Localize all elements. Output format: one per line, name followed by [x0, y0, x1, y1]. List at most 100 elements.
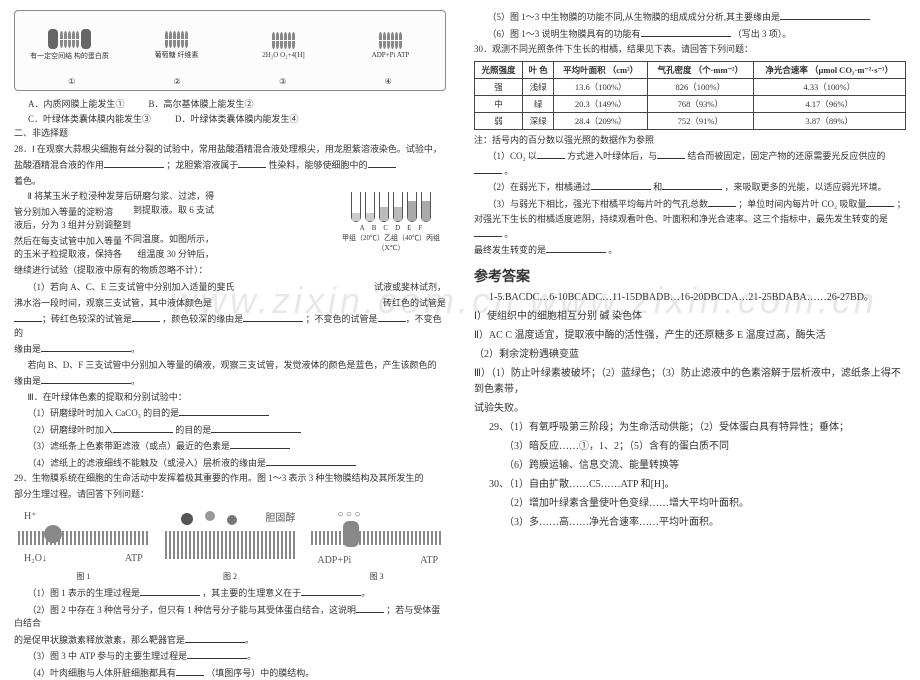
- td: 绿: [522, 95, 553, 112]
- td: 深绿: [522, 112, 553, 129]
- opt-b: B．高尔基体膜上能发生②: [149, 97, 254, 110]
- ans-30-2: （2）增加叶绿素含量使叶色变绿……增大平均叶面积。: [474, 496, 906, 512]
- q30-4c: 最终发生转变的是 。: [474, 243, 906, 258]
- q30-4: 对强光下生长的柑橘适度遮阴，持续观看叶色、叶面积和净光合速率。这三个指标中，最先…: [474, 213, 906, 241]
- right-column: （5）图 1～3 中生物膜的功能不同,从生物膜的组成成分分析,其主要缘由是 （6…: [460, 0, 920, 651]
- mem-label-1: 有一定空间结 构的蛋白质: [30, 51, 109, 61]
- data-table: 光照强度 叶 色 平均叶面积 （cm²） 气孔密度 （个·mm⁻²） 净光合速率…: [474, 61, 906, 130]
- figure-2: 胆固醇 图 2: [161, 505, 300, 582]
- num-1: ①: [68, 77, 75, 86]
- ans-III2: 试验失败。: [474, 401, 906, 417]
- left-column: 有一定空间结 构的蛋白质 葡萄糖 纤维素 2H₂O O₂+4[H]: [0, 0, 460, 651]
- q28-III-4: （4）滤纸上的滤液细线不能触及（或浸入）层析液的缘由是: [14, 456, 446, 471]
- q28-1c: ；砖红色较深的试管是 ，颜色较深的缘由是 ；不变色的试管是，不变色的: [14, 312, 446, 340]
- q28-III-3: （3）滤纸条上色素带距滤液（或点）最近的色素是: [14, 439, 446, 454]
- table-row: 强 浅绿 13.6（100%） 826（100%） 4.33（100%）: [475, 78, 906, 95]
- td: 强: [475, 78, 523, 95]
- q29-head2: 部分生理过程。请回答下列问题：: [14, 488, 446, 502]
- td: 768（93%）: [648, 95, 754, 112]
- ans-29: 29、（1）有氧呼吸第三阶段；为生命活动供能；（2）受体蛋白具有特异性；垂体；: [474, 420, 906, 436]
- q30-1: （1）CO₂ 以 方式进入叶绿体后，与 结合而被固定，固定产物的还原需要光反应供…: [474, 149, 906, 178]
- td: 28.4（209%）: [554, 112, 648, 129]
- tubes-caption: 甲组（20℃）乙组（40℃）丙组（X℃）: [336, 233, 446, 253]
- q28-1b: 沸水浴一段时间，观察三支试管，其中液体颜色是 砖红色的试管是: [14, 297, 446, 311]
- td: 826（100%）: [648, 78, 754, 95]
- q29-head: 29．生物膜系统在细胞的生命活动中发挥着极其重要的作用。图 1～3 表示 3 种…: [14, 472, 446, 486]
- membrane-diagram: 有一定空间结 构的蛋白质 葡萄糖 纤维素 2H₂O O₂+4[H]: [14, 10, 446, 91]
- table-row: 中 绿 20.3（149%） 768（93%） 4.17（96%）: [475, 95, 906, 112]
- ans-30-1: 30、（1）自由扩散……C5……ATP 和[H]。: [474, 477, 906, 493]
- ans-II1: Ⅱ）AC C 温度适宜，提取液中酶的活性强，产生的还原糖多 E 温度过高，酶失活: [474, 328, 906, 344]
- tube-c: C: [383, 224, 388, 232]
- fig2-label: 图 2: [223, 571, 237, 582]
- th-2: 平均叶面积 （cm²）: [554, 61, 648, 78]
- th-4: 净光合速率 （μmol CO₂·m⁻²·s⁻¹）: [753, 61, 905, 78]
- q28-III: Ⅲ．在叶绿体色素的提取和分别试验中：: [14, 391, 446, 405]
- tube-d: D: [395, 224, 400, 232]
- ans-1-27: 1-5.BACDC…6-10BCADC…11-15DBADB…16-20DBCD…: [474, 290, 906, 306]
- table-row: 弱 深绿 28.4（209%） 752（91%） 3.87（89%）: [475, 112, 906, 129]
- tube-e: E: [407, 224, 411, 232]
- td: 13.6（100%）: [554, 78, 648, 95]
- ans-III: Ⅲ）（1）防止叶绿素被破坏；（2）蓝绿色；（3）防止滤液中的色素溶解于层析液中，…: [474, 366, 906, 398]
- td: 浅绿: [522, 78, 553, 95]
- q29-1: （1）图 1 表示的生理过程是 ，其主要的生理意义在于。: [14, 586, 446, 601]
- figures-row: H⁺ H₂O↓ ATP 图 1 胆固醇 图 2 ADP+Pi ATP: [14, 505, 446, 582]
- q28-III-2: （2）研磨绿叶时加入 的目的是: [14, 423, 446, 438]
- table-note: 注：括号内的百分数以强光照的数据作为参照: [474, 134, 906, 148]
- ans-30-3: （3）多……高……净光合速率……平均叶面积。: [474, 515, 906, 531]
- mem-num-labels: ① ② ③ ④: [19, 77, 441, 86]
- q28-IId: 继续进行试验（提取液中原有的物质忽略不计）：: [14, 264, 446, 278]
- q27-options-row1: A．内质网膜上能发生① B．高尔基体膜上能发生②: [28, 97, 446, 110]
- section-2-title: 二、非选择题: [14, 127, 446, 141]
- ans-I: Ⅰ）使组织中的细胞相互分别 碱 染色体: [474, 309, 906, 325]
- num-2: ②: [174, 77, 181, 86]
- table-header-row: 光照强度 叶 色 平均叶面积 （cm²） 气孔密度 （个·mm⁻²） 净光合速率…: [475, 61, 906, 78]
- mem-cell-3: 2H₂O O₂+4[H]: [233, 32, 334, 59]
- mem-label-3: 2H₂O O₂+4[H]: [262, 51, 304, 59]
- q29-3: （3）图 3 中 ATP 参与的主要生理过程是。: [14, 649, 446, 664]
- q29-2c: 的是促甲状腺激素释放激素，那么靶器官是。: [14, 633, 446, 648]
- q28-l1: 盐酸酒精混合液的作用 ；龙胆紫溶液属于 性染料，能够使细胞中的: [14, 158, 446, 173]
- q29-5: （5）图 1～3 中生物膜的功能不同,从生物膜的组成成分分析,其主要缘由是: [474, 10, 906, 25]
- q29-6: （6）图 1～3 说明生物膜具有的功能有 （写出 3 项）。: [474, 27, 906, 42]
- mem-label-4: ADP+Pi ATP: [372, 51, 410, 59]
- q30-3: （3）与弱光下相比，强光下柑橘平均每片叶的气孔总数 ；单位时间内每片叶 CO₂ …: [474, 197, 906, 212]
- opt-c: C．叶绿体类囊体膜内能发生③: [28, 112, 151, 125]
- answers-title: 参考答案: [474, 266, 906, 286]
- fig1-label: 图 1: [76, 571, 90, 582]
- td: 3.87（89%）: [753, 112, 905, 129]
- q30-2: （2）在弱光下，柑橘通过 和 ，来吸取更多的光能，以适应弱光环境。: [474, 180, 906, 195]
- mem-cell-2: 葡萄糖 纤维素: [126, 31, 227, 60]
- td: 中: [475, 95, 523, 112]
- mem-label-2: 葡萄糖 纤维素: [155, 50, 199, 60]
- q28-head: 28．Ⅰ 在观察大蒜根尖细胞有丝分裂的试验中，常用盐酸酒精混合液处理根尖，用龙胆…: [14, 143, 446, 157]
- figure-1: H⁺ H₂O↓ ATP 图 1: [14, 505, 153, 582]
- mem-cell-1: 有一定空间结 构的蛋白质: [19, 29, 120, 61]
- td: 4.33（100%）: [753, 78, 905, 95]
- q28-1f: 缘由是。: [14, 374, 446, 389]
- td: 752（91%）: [648, 112, 754, 129]
- fig3-label: 图 3: [370, 571, 384, 582]
- tube-b: B: [372, 224, 377, 232]
- tube-f: F: [418, 224, 422, 232]
- td: 弱: [475, 112, 523, 129]
- ans-II2: （2）剩余淀粉遇碘变蓝: [474, 347, 906, 363]
- mem-cell-4: ADP+Pi ATP: [340, 32, 441, 59]
- tubes-figure: A B C D E F 甲组（20℃）乙组（40℃）丙组（X℃）: [336, 192, 446, 248]
- q30-head: 30．观测不同光照条件下生长的柑橘，结果见下表。请回答下列问题：: [474, 43, 906, 57]
- th-1: 叶 色: [522, 61, 553, 78]
- th-3: 气孔密度 （个·mm⁻²）: [648, 61, 754, 78]
- ans-29-6: （6）跨膜运输、信息交流、能量转换等: [474, 458, 906, 474]
- tube-a: A: [360, 224, 365, 232]
- ans-29-3: （3）暗反应……①，1、2；（5）含有的蛋白质不同: [474, 439, 906, 455]
- q27-options-row2: C．叶绿体类囊体膜内能发生③ D．叶绿体类囊体膜内能发生④: [28, 112, 446, 125]
- th-0: 光照强度: [475, 61, 523, 78]
- q29-2: （2）图 2 中存在 3 种信号分子，但只有 1 种信号分子能与其受体蛋白结合，…: [14, 603, 446, 631]
- opt-d: D．叶绿体类囊体膜内能发生④: [175, 112, 299, 125]
- q28-1a: （1）若向 A、C、E 三支试管中分别加入适量的斐氏 试液或斐林试剂，: [14, 281, 446, 295]
- num-3: ③: [279, 77, 286, 86]
- figure-3: ADP+Pi ATP ○ ○ ○ 图 3: [307, 505, 446, 582]
- q29-4: （4）叶肉细胞与人体肝脏细胞都具有 （填图序号）中的膜结构。: [14, 666, 446, 680]
- td: 4.17（96%）: [753, 95, 905, 112]
